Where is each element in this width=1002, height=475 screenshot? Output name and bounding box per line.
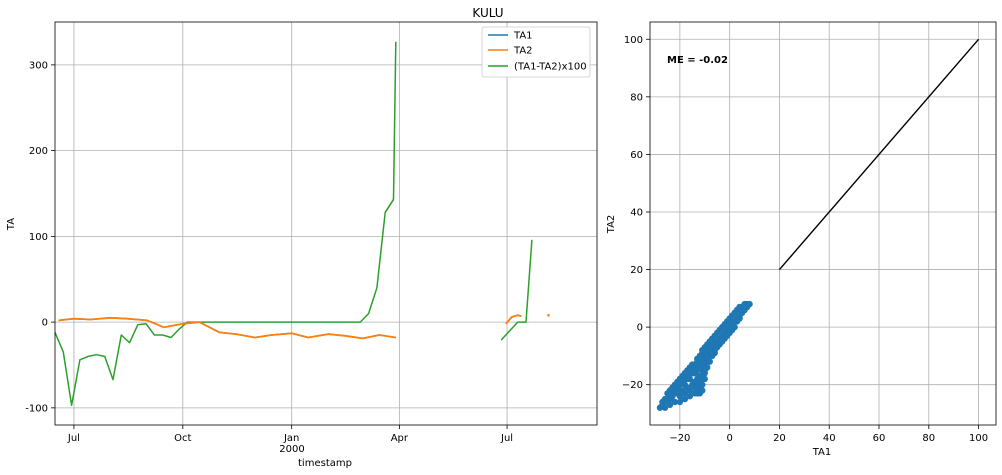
scatter-chart: −20 0 20 40 60 80 100 −20 0 20 40 60 80 100 ME = -0.… <box>606 21 997 458</box>
scatter-point <box>686 393 694 400</box>
timeseries-x-tick-label: Oct <box>174 433 191 444</box>
legend-label-ta2: TA2 <box>513 46 533 57</box>
scatter-y-tick-label: −20 <box>622 380 643 391</box>
scatter-x-ticks: −20 0 20 40 60 80 100 <box>669 425 988 444</box>
scatter-point <box>666 401 674 409</box>
scatter-point <box>674 390 681 397</box>
scatter-x-tick-label: 60 <box>873 433 886 444</box>
scatter-points <box>656 300 753 411</box>
scatter-x-tick-label: −20 <box>669 433 690 444</box>
timeseries-x-tick-label: Jul <box>67 433 80 444</box>
scatter-point <box>733 318 741 325</box>
legend-label-ta1: TA1 <box>513 31 533 42</box>
scatter-point <box>669 393 676 400</box>
timeseries-x-ticks: Jul Oct Jan Apr Jul <box>67 425 513 444</box>
legend: TA1 TA2 (TA1-TA2)x100 <box>481 26 591 78</box>
timeseries-line-ta2 <box>505 314 522 325</box>
timeseries-x-axis-label: timestamp <box>298 458 352 469</box>
scatter-point <box>681 375 689 383</box>
timeseries-y-ticks: -100 0 100 200 300 <box>25 60 55 414</box>
scatter-y-tick-label: 20 <box>630 265 643 276</box>
scatter-y-tick-label: 60 <box>630 150 643 161</box>
scatter-point <box>696 361 703 368</box>
scatter-y-tick-label: 0 <box>637 323 643 334</box>
scatter-reference-line <box>778 38 980 271</box>
scatter-point <box>691 390 699 397</box>
scatter-point <box>671 381 679 388</box>
timeseries-frame <box>54 21 598 426</box>
timeseries-plot-area <box>55 22 597 425</box>
timeseries-y-tick-label: 100 <box>29 232 48 243</box>
timeseries-chart: Jul Oct Jan Apr Jul -100 0 100 200 300 KULU 2000… <box>6 6 598 469</box>
scatter-y-tick-label: 100 <box>624 35 643 46</box>
timeseries-point <box>547 314 550 317</box>
scatter-point <box>676 398 684 406</box>
scatter-y-ticks: −20 0 20 40 60 80 100 <box>622 35 650 391</box>
legend-box <box>481 26 591 78</box>
scatter-point <box>714 344 721 351</box>
timeseries-x-tick-label: Apr <box>391 433 409 444</box>
timeseries-y-axis-label: TA <box>6 218 17 231</box>
scatter-point <box>701 367 708 374</box>
scatter-y-tick-label: 80 <box>630 92 643 103</box>
scatter-x-tick-label: 20 <box>773 433 786 444</box>
timeseries-y-tick-label: -100 <box>25 403 48 414</box>
scatter-point <box>661 404 669 411</box>
timeseries-x-tick-label: Jan <box>283 433 299 444</box>
legend-label-diff: (TA1-TA2)x100 <box>514 62 587 73</box>
scatter-point <box>691 378 699 386</box>
timeseries-line-ta2 <box>58 316 396 340</box>
scatter-point <box>684 384 691 391</box>
timeseries-x-tick-label: Jul <box>500 433 513 444</box>
scatter-point <box>676 375 684 383</box>
scatter-point <box>709 352 716 360</box>
scatter-point <box>666 387 674 394</box>
scatter-point <box>679 387 686 394</box>
scatter-point <box>681 369 689 377</box>
timeseries-x-secondary-label: 2000 <box>279 444 304 455</box>
scatter-point <box>659 398 666 406</box>
scatter-point <box>686 364 694 371</box>
scatter-point <box>671 398 679 406</box>
scatter-point <box>699 381 706 388</box>
scatter-annotation: ME = -0.02 <box>667 55 728 66</box>
timeseries-line-diff <box>384 199 395 213</box>
scatter-point <box>738 309 746 316</box>
scatter-grid <box>650 22 996 425</box>
timeseries-y-tick-label: 300 <box>29 60 48 71</box>
scatter-point <box>706 358 713 365</box>
timeseries-line-diff <box>54 199 395 407</box>
scatter-point <box>681 395 689 403</box>
timeseries-title: KULU <box>472 6 503 20</box>
timeseries-y-tick-label: 200 <box>29 146 48 157</box>
scatter-x-tick-label: 0 <box>726 433 732 444</box>
scatter-point <box>686 369 694 377</box>
timeseries-line-diff <box>500 239 533 341</box>
scatter-x-tick-label: 80 <box>922 433 935 444</box>
timeseries-series <box>54 41 550 407</box>
scatter-x-tick-label: 100 <box>969 433 988 444</box>
timeseries-line-diff <box>392 41 397 200</box>
scatter-y-axis-label: TA2 <box>606 215 617 235</box>
scatter-point <box>696 352 703 360</box>
timeseries-y-tick-label: 0 <box>42 318 48 329</box>
scatter-point <box>691 367 699 374</box>
scatter-point <box>701 375 708 383</box>
scatter-y-tick-label: 40 <box>630 207 643 218</box>
scatter-frame <box>649 21 997 426</box>
scatter-x-axis-label: TA1 <box>812 447 832 458</box>
scatter-x-tick-label: 40 <box>823 433 836 444</box>
